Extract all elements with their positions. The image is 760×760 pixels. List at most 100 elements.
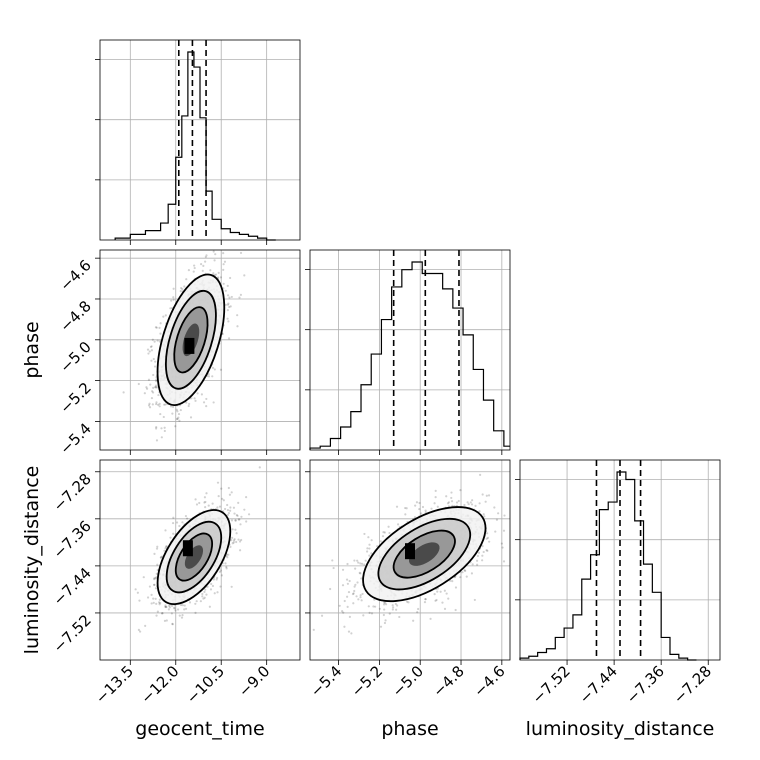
sample-point	[229, 276, 232, 280]
sample-point	[155, 614, 158, 617]
sample-point	[195, 600, 198, 603]
sample-point	[212, 250, 215, 253]
panel-frame	[99, 39, 301, 241]
sample-point	[436, 505, 439, 508]
sample-point	[424, 598, 427, 601]
sample-point	[232, 541, 235, 544]
sample-point	[146, 596, 150, 599]
sample-point	[157, 601, 161, 604]
sample-point	[176, 410, 179, 413]
sample-point	[382, 613, 385, 617]
sample-point	[202, 264, 205, 267]
sample-point	[418, 501, 421, 505]
sample-point	[378, 607, 381, 610]
sample-point	[352, 592, 355, 595]
sample-point	[486, 536, 490, 539]
sample-point	[153, 365, 157, 368]
sample-point	[165, 545, 168, 549]
sample-point	[398, 615, 401, 619]
sample-point	[212, 401, 215, 404]
sample-point	[463, 569, 466, 572]
sample-point	[157, 393, 160, 397]
sample-point	[153, 583, 156, 586]
sample-point	[434, 599, 437, 602]
sample-point	[154, 386, 157, 389]
sample-point	[155, 427, 158, 430]
sample-point	[169, 307, 172, 310]
sample-point	[447, 597, 450, 600]
sample-point	[196, 392, 199, 395]
sample-point	[331, 559, 334, 562]
y-tick-label: −4.6	[56, 256, 94, 294]
sample-point	[155, 402, 158, 406]
sample-point	[145, 386, 148, 389]
sample-point	[235, 540, 238, 544]
sample-point	[154, 385, 157, 389]
sample-point	[234, 519, 237, 522]
sample-point	[233, 538, 236, 541]
sample-point	[227, 486, 230, 490]
sample-point	[184, 607, 188, 610]
density-peak	[182, 540, 193, 557]
sample-point	[203, 501, 206, 504]
sample-point	[465, 575, 468, 578]
sample-point	[147, 404, 151, 407]
sample-point	[211, 584, 215, 588]
sample-point	[153, 552, 156, 555]
sample-point	[158, 405, 161, 408]
sample-point	[464, 569, 467, 573]
sample-point	[172, 296, 175, 299]
sample-point	[148, 585, 151, 588]
sample-point	[481, 554, 484, 557]
sample-point	[224, 562, 227, 565]
sample-point	[153, 577, 156, 580]
sample-point	[392, 606, 395, 609]
sample-point	[238, 540, 242, 543]
x-tick-label: −12.0	[137, 662, 182, 707]
sample-point	[247, 513, 251, 516]
sample-point	[235, 513, 238, 517]
density-contour	[173, 306, 209, 374]
x-tick-label: −7.44	[576, 662, 621, 707]
sample-point	[177, 412, 181, 416]
sample-point	[212, 578, 215, 581]
sample-point	[359, 572, 362, 575]
density-fill	[408, 542, 440, 566]
sample-point	[228, 296, 231, 299]
sample-point	[367, 605, 370, 608]
sample-point	[234, 528, 237, 531]
histogram-step	[519, 471, 697, 661]
sample-point	[187, 268, 190, 272]
sample-point	[430, 507, 433, 510]
density-contour	[156, 273, 226, 407]
sample-point	[229, 545, 232, 548]
sample-point	[236, 514, 239, 517]
sample-point	[207, 375, 211, 378]
sample-point	[216, 276, 220, 279]
sample-point	[382, 603, 386, 606]
x-tick-label: −13.5	[92, 662, 137, 707]
sample-point	[160, 427, 163, 430]
sample-point	[148, 350, 151, 353]
sample-point	[418, 507, 421, 511]
sample-point	[157, 403, 160, 406]
sample-point	[396, 523, 400, 526]
sample-point	[227, 320, 230, 323]
sample-point	[187, 404, 190, 408]
sample-point	[429, 617, 432, 620]
sample-point	[176, 608, 180, 611]
sample-point	[209, 269, 212, 272]
sample-point	[381, 535, 385, 538]
sample-point	[150, 602, 153, 605]
sample-point	[148, 402, 151, 405]
histogram-panel-luminosity-distance: −7.52 −7.44 −7.36 −7.28	[515, 459, 721, 707]
sample-point	[363, 563, 366, 566]
sample-point	[423, 600, 427, 604]
sample-point	[225, 567, 228, 570]
sample-point	[388, 612, 391, 615]
sample-point	[363, 532, 366, 536]
sample-point	[469, 501, 472, 504]
sample-point	[184, 514, 188, 518]
sample-point	[229, 509, 232, 512]
sample-point	[144, 624, 147, 627]
